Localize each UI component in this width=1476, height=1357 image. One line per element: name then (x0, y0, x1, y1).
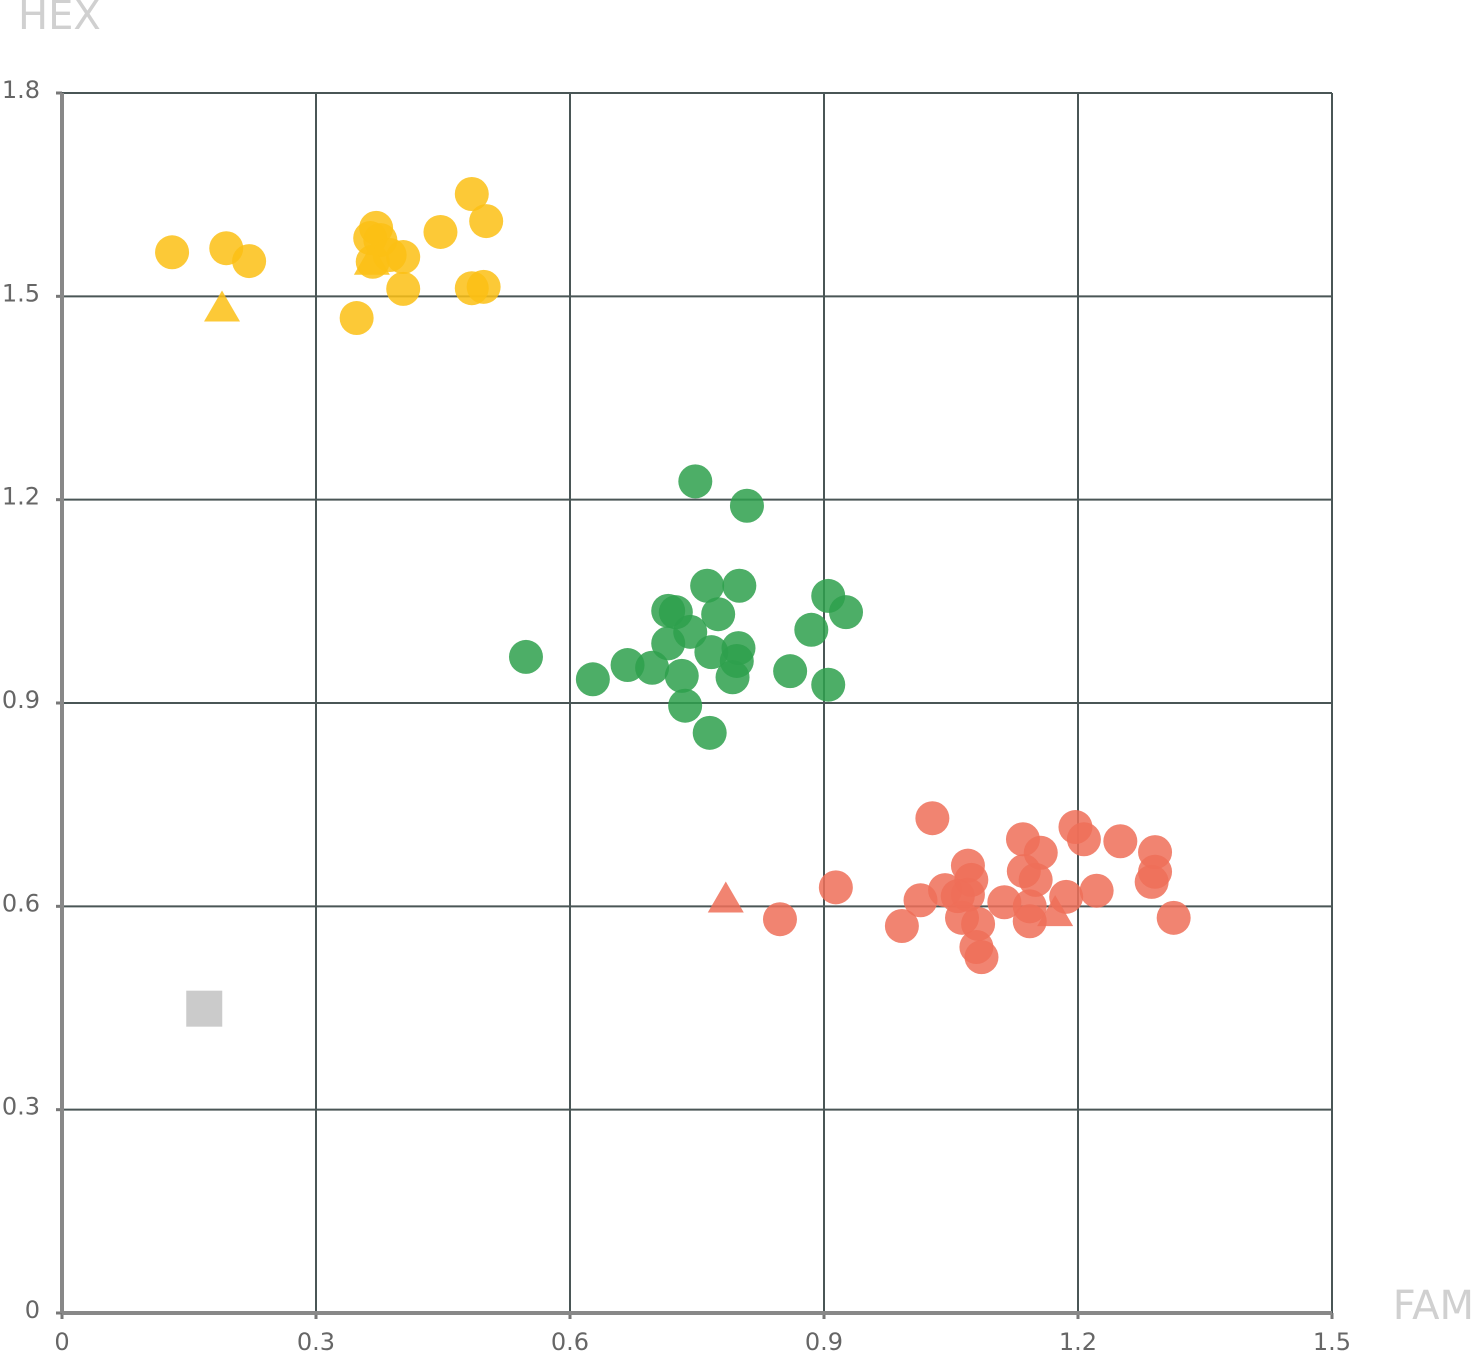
x-tick-label: 1.5 (1313, 1328, 1351, 1356)
point (1037, 895, 1074, 927)
point (232, 244, 267, 279)
point (186, 990, 223, 1027)
point (915, 801, 950, 836)
point (668, 688, 703, 723)
point (1103, 824, 1138, 859)
point (635, 650, 670, 685)
y-tick-label: 0.9 (2, 686, 40, 714)
point (818, 870, 853, 905)
point (454, 176, 489, 211)
point (1134, 864, 1169, 899)
point (353, 243, 390, 275)
point (1066, 822, 1101, 857)
point (701, 597, 736, 632)
point (1156, 900, 1191, 935)
x-tick-label: 1.2 (1059, 1328, 1097, 1356)
point (692, 715, 727, 750)
point (707, 881, 744, 913)
y-axis-label: HEX (18, 0, 101, 39)
x-axis-label: FAM (1393, 1283, 1474, 1329)
point (386, 271, 421, 306)
point (811, 667, 846, 702)
point (339, 301, 374, 336)
point (610, 648, 645, 683)
point (664, 658, 699, 693)
y-tick-label: 0.3 (2, 1093, 40, 1121)
point (678, 464, 713, 499)
point (884, 908, 919, 943)
y-tick-label: 1.2 (2, 483, 40, 511)
point (794, 612, 829, 647)
point (508, 639, 543, 674)
point (690, 568, 725, 603)
y-tick-label: 0 (25, 1296, 40, 1324)
point (651, 626, 686, 661)
y-tick-label: 0.6 (2, 889, 40, 917)
y-tick-label: 1.8 (2, 76, 40, 104)
point (386, 240, 421, 275)
x-tick-label: 0.9 (805, 1328, 843, 1356)
point (155, 235, 190, 270)
point (1079, 873, 1114, 908)
y-tick-label: 1.5 (2, 279, 40, 307)
x-tick-label: 0 (54, 1328, 69, 1356)
point (1012, 904, 1047, 939)
point (423, 214, 458, 249)
point (964, 940, 999, 975)
point (469, 204, 504, 239)
point (773, 654, 808, 689)
point (1018, 862, 1053, 897)
point (466, 269, 501, 304)
point (715, 660, 750, 695)
x-tick-label: 0.6 (551, 1328, 589, 1356)
point (829, 595, 864, 630)
point (575, 662, 610, 697)
point (762, 902, 797, 937)
point (204, 290, 241, 322)
point (987, 885, 1022, 920)
point (722, 568, 757, 603)
x-tick-label: 0.3 (297, 1328, 335, 1356)
point (729, 488, 764, 523)
